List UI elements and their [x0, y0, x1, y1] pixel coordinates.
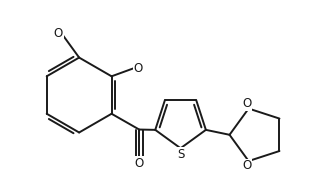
Text: O: O — [242, 97, 251, 110]
Text: O: O — [134, 157, 144, 170]
Text: S: S — [177, 148, 184, 161]
Text: O: O — [54, 27, 63, 40]
Text: O: O — [133, 62, 143, 75]
Text: O: O — [242, 159, 251, 172]
